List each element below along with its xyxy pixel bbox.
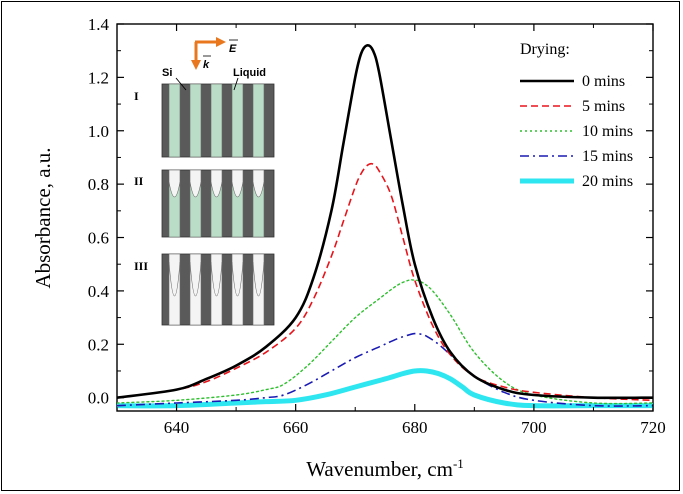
panel-label: III (134, 259, 148, 273)
liquid-film (210, 261, 223, 297)
legend: Drying: 0 mins 5 mins 10 mins 15 mins 20 min… (520, 41, 633, 190)
liquid-film (168, 261, 181, 297)
liquid-pore (168, 83, 181, 158)
liquid-meniscus (189, 181, 202, 238)
liquid-pore (231, 83, 244, 158)
x-tick-label: 680 (402, 418, 428, 437)
liquid-meniscus (210, 181, 223, 238)
panel-label: II (134, 174, 144, 188)
k-arrow-head (191, 60, 201, 70)
pore (210, 253, 223, 326)
legend-label: 10 mins (582, 123, 633, 140)
y-tick-label: 0.4 (88, 282, 110, 301)
panel-label: I (134, 89, 139, 103)
liquid-meniscus (231, 181, 244, 238)
liquid-film (231, 261, 244, 297)
liquid-meniscus (168, 181, 181, 238)
e-arrow-head (216, 37, 226, 47)
e-vector-label: E (229, 43, 237, 55)
liquid-pore (189, 83, 202, 158)
x-axis-label: Wavenumber, cm-1 (306, 456, 464, 481)
pore (189, 253, 202, 326)
x-tick-label: 700 (521, 418, 547, 437)
legend-label: 5 mins (582, 98, 625, 115)
series-line-10-mins (117, 279, 653, 405)
y-tick-label: 0.0 (88, 389, 109, 408)
series-line-5-mins (117, 162, 653, 402)
y-tick-label: 0.8 (88, 175, 109, 194)
legend-label: 15 mins (582, 148, 633, 165)
liquid-pore (210, 83, 223, 158)
curves-group (117, 43, 653, 409)
x-tick-label: 640 (164, 418, 190, 437)
pore (231, 253, 244, 326)
x-tick-label: 720 (640, 418, 666, 437)
axes-group: 640 660 680 700 720 0.0 0.2 0.4 0.6 0.8 1.0 1.2 1.4 (88, 15, 666, 437)
y-tick-label: 0.2 (88, 335, 109, 354)
liquid-label: Liquid (233, 67, 266, 79)
si-pointer (175, 77, 187, 91)
liquid-film (252, 261, 265, 297)
liquid-pointer (233, 77, 239, 91)
pore (168, 253, 181, 326)
legend-title: Drying: (520, 41, 570, 58)
liquid-meniscus (252, 181, 265, 238)
series-line-0-mins (117, 43, 653, 400)
si-label: Si (162, 67, 172, 79)
x-tick-label: 660 (283, 418, 309, 437)
y-tick-label: 1.4 (88, 15, 110, 34)
series-line-20-mins (117, 368, 653, 409)
liquid-film (189, 261, 202, 297)
y-tick-label: 0.6 (88, 229, 109, 248)
y-axis-label: Absorbance, a.u. (31, 147, 55, 288)
pore (252, 253, 265, 326)
y-tick-label: 1.0 (88, 122, 109, 141)
series-line-15-mins (117, 332, 653, 407)
k-vector-label: k (203, 59, 210, 71)
legend-label: 20 mins (582, 173, 633, 190)
y-tick-label: 1.2 (88, 68, 109, 87)
liquid-pore (252, 83, 265, 158)
legend-label: 0 mins (582, 73, 625, 90)
